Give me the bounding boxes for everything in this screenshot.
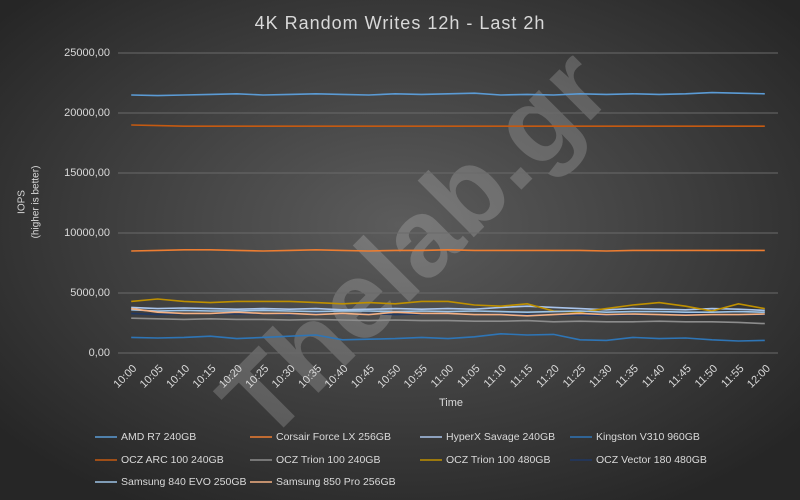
legend-label: Samsung 840 EVO 250GB xyxy=(121,476,247,488)
series-line xyxy=(131,248,765,252)
series-line xyxy=(131,307,765,317)
y-tick-label: 15000,00 xyxy=(64,167,110,179)
legend-label: Corsair Force LX 256GB xyxy=(276,431,391,443)
legend-label: OCZ Trion 100 240GB xyxy=(276,454,380,466)
y-axis-label: IOPS xyxy=(17,190,28,214)
series-line xyxy=(131,124,765,127)
legend-label: AMD R7 240GB xyxy=(121,431,196,443)
legend-label: Kingston V310 960GB xyxy=(596,431,700,443)
legend-label: OCZ ARC 100 240GB xyxy=(121,454,224,466)
series-line xyxy=(131,298,765,314)
series-line xyxy=(131,317,765,325)
series-line xyxy=(131,332,765,342)
series-line xyxy=(131,305,765,312)
y-tick-label: 10000,00 xyxy=(64,227,110,239)
legend-label: Samsung 850 Pro 256GB xyxy=(276,476,396,488)
legend-label: HyperX Savage 240GB xyxy=(446,431,555,443)
y-tick-label: 25000,00 xyxy=(64,47,110,59)
chart-title: 4K Random Writes 12h - Last 2h xyxy=(255,13,546,33)
y-tick-label: 20000,00 xyxy=(64,107,110,119)
y-tick-label: 5000,00 xyxy=(70,287,110,299)
legend-label: OCZ Vector 180 480GB xyxy=(596,454,707,466)
series-line xyxy=(131,91,765,97)
x-axis-label: Time xyxy=(439,397,463,409)
y-tick-label: 0,00 xyxy=(89,347,110,359)
series-line xyxy=(131,309,765,314)
y-axis-label: (higher is better) xyxy=(31,166,42,239)
legend-label: OCZ Trion 100 480GB xyxy=(446,454,550,466)
